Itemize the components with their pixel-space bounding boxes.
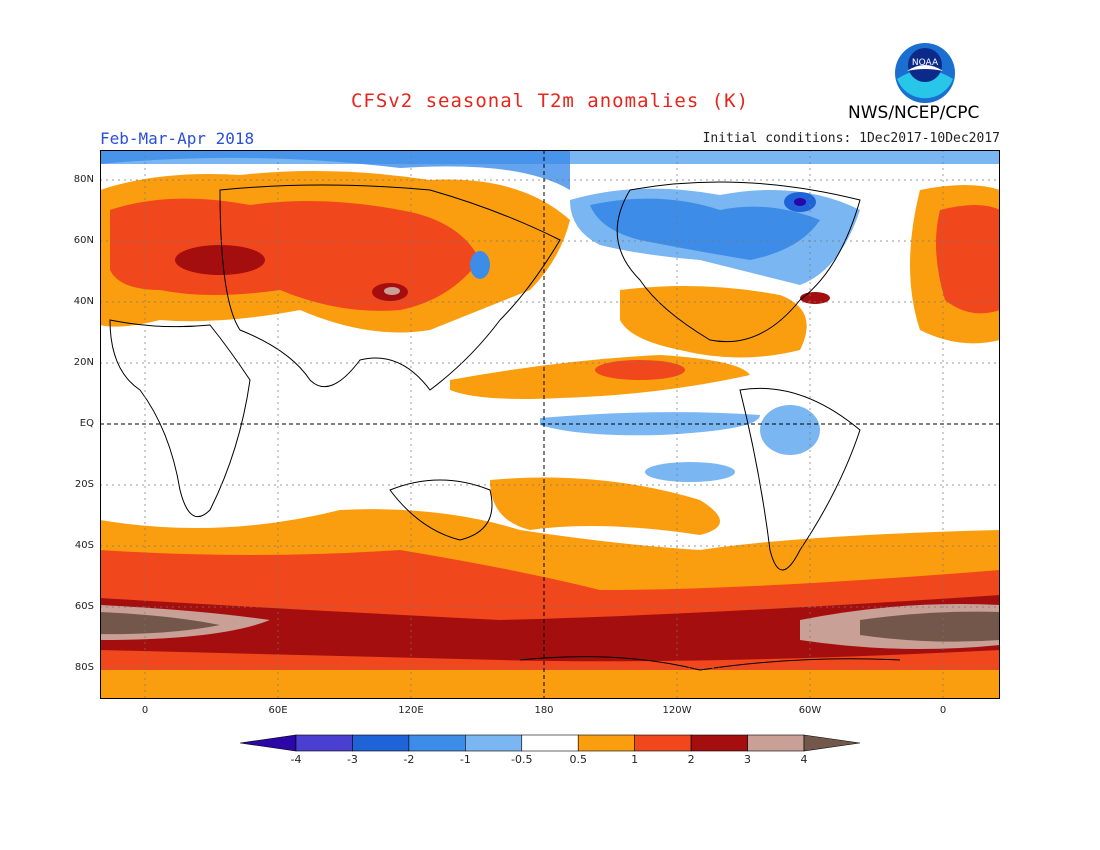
antarctic-edge bbox=[100, 670, 1000, 699]
lat-tick: 80S bbox=[74, 662, 94, 673]
lat-tick: 40S bbox=[74, 540, 94, 551]
atlantic-max bbox=[800, 292, 830, 304]
arctic-blue bbox=[100, 150, 570, 190]
colorbar-swatch bbox=[295, 734, 353, 752]
colorbar-swatch bbox=[408, 734, 466, 752]
lat-tick: 20N bbox=[73, 357, 94, 368]
map-title: CFSv2 seasonal T2m anomalies (K) bbox=[350, 90, 750, 112]
colorbar-swatch bbox=[521, 734, 579, 752]
colorbar-label: 4 bbox=[800, 753, 808, 766]
lat-tick: 40N bbox=[73, 296, 94, 307]
colorbar bbox=[240, 734, 860, 752]
lat-tick: 20S bbox=[74, 479, 94, 490]
hudson-core bbox=[794, 198, 806, 206]
us-warm bbox=[620, 286, 807, 358]
europe-hot bbox=[936, 205, 1000, 314]
agency-label: NWS/NCEP/CPC bbox=[848, 103, 980, 123]
colorbar-label: 3 bbox=[744, 753, 752, 766]
s-america-outline bbox=[739, 387, 861, 571]
lat-tick: 60S bbox=[74, 601, 94, 612]
circumpolar-max bbox=[100, 595, 1000, 662]
logo-wing bbox=[907, 65, 943, 71]
anomaly-map bbox=[100, 150, 1000, 699]
colorbar-swatch bbox=[803, 734, 860, 752]
logo-bird bbox=[897, 70, 953, 99]
colorbar-swatch bbox=[352, 734, 410, 752]
lon-tick: 60E bbox=[268, 705, 288, 716]
pacific-warm-core bbox=[595, 360, 685, 380]
lon-tick: 120W bbox=[662, 705, 692, 716]
lat-tick: EQ bbox=[79, 418, 94, 429]
map-frame bbox=[100, 150, 1000, 699]
eurasia-hot bbox=[110, 198, 480, 311]
lat-tick: 80N bbox=[73, 174, 94, 185]
colorbar-label: 1 bbox=[631, 753, 639, 766]
colorbar-segments bbox=[240, 734, 860, 752]
initial-conditions: Initial conditions: 1Dec2017-10Dec2017 bbox=[702, 131, 1000, 146]
colorbar-swatch bbox=[465, 734, 523, 752]
colorbar-swatch bbox=[747, 734, 805, 752]
colorbar-label: 2 bbox=[687, 753, 695, 766]
colorbar-label: -0.5 bbox=[511, 753, 533, 766]
antarctica-outline bbox=[519, 656, 901, 671]
s-pacific-warm bbox=[490, 477, 720, 535]
colorbar-swatch bbox=[634, 734, 692, 752]
colorbar-label: -4 bbox=[290, 753, 302, 766]
anomaly-field bbox=[100, 150, 1000, 699]
grid-lines bbox=[100, 150, 1000, 699]
lon-tick: 180 bbox=[534, 705, 554, 716]
japan-cold bbox=[470, 251, 490, 279]
lon-tick: 0 bbox=[939, 705, 947, 716]
colorbar-label: -2 bbox=[403, 753, 415, 766]
canada-colder bbox=[590, 198, 820, 260]
colorbar-label: 0.5 bbox=[569, 753, 587, 766]
lon-tick: 0 bbox=[141, 705, 149, 716]
n-america-outline bbox=[616, 181, 861, 343]
weddell-core bbox=[860, 611, 1000, 642]
s-america-cold bbox=[760, 405, 820, 455]
colorbar-swatch bbox=[690, 734, 748, 752]
mongolia-peak bbox=[384, 287, 400, 295]
forecast-period: Feb-Mar-Apr 2018 bbox=[100, 129, 255, 148]
lon-tick: 60W bbox=[798, 705, 822, 716]
lat-tick: 60N bbox=[73, 235, 94, 246]
colorbar-swatch bbox=[240, 734, 297, 752]
s-atlantic-core bbox=[100, 612, 220, 635]
noaa-logo-icon: NOAA bbox=[895, 43, 955, 103]
coastlines bbox=[109, 181, 901, 671]
colorbar-swatch bbox=[577, 734, 635, 752]
colorbar-label: -3 bbox=[346, 753, 358, 766]
lon-tick: 120E bbox=[398, 705, 424, 716]
africa-outline bbox=[109, 319, 251, 518]
russia-max bbox=[175, 245, 265, 275]
se-pacific-cold bbox=[645, 462, 735, 482]
australia-outline bbox=[389, 479, 493, 541]
colorbar-label: -1 bbox=[459, 753, 471, 766]
asia-outline bbox=[219, 184, 561, 391]
logo-text: NOAA bbox=[912, 58, 939, 68]
